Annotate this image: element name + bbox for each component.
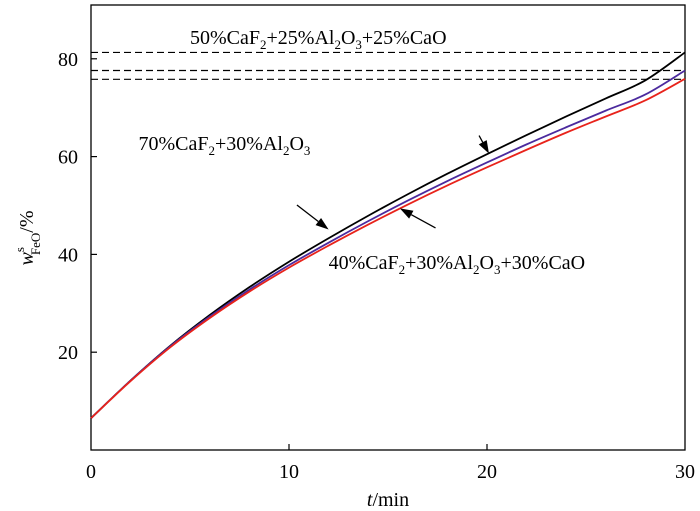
y-axis-var: w xyxy=(16,252,38,266)
x-tick-label: 30 xyxy=(675,461,695,483)
annotation-arrow-1 xyxy=(478,135,484,143)
y-axis-sup: s xyxy=(12,247,27,252)
annotation-label-1: 50%CaF2+25%Al2O3+25%CaO xyxy=(190,27,447,52)
annotation-arrowhead-1 xyxy=(478,140,489,154)
x-tick-label: 20 xyxy=(477,461,497,483)
x-axis-title: t/min xyxy=(367,489,409,511)
annotation-arrow-3 xyxy=(410,214,436,229)
annotation-arrow-2 xyxy=(296,204,319,223)
reference-lines xyxy=(91,51,685,80)
x-axis-unit: /min xyxy=(372,489,409,511)
y-axis-unit: /% xyxy=(16,210,38,232)
ticks: 0 10 20 30 20 40 60 80 xyxy=(58,49,695,483)
y-tick-label: 20 xyxy=(58,342,78,364)
series-line-1 xyxy=(90,51,686,419)
x-axis-var: t xyxy=(367,489,373,511)
annotation-label-3: 40%CaF2+30%Al2O3+30%CaO xyxy=(329,252,586,277)
annotation-arrowhead-3 xyxy=(399,208,414,219)
x-tick-label: 10 xyxy=(279,461,299,483)
annotation-label-2: 70%CaF2+30%Al2O3 xyxy=(139,133,311,158)
y-tick-label: 40 xyxy=(58,244,78,266)
x-tick-label: 0 xyxy=(86,461,96,483)
annotation-arrowhead-2 xyxy=(315,217,329,230)
series-line-3 xyxy=(90,78,686,419)
series-layer xyxy=(90,51,686,419)
series-line-2 xyxy=(90,69,686,419)
plot-area xyxy=(90,4,686,451)
y-axis-sub: FeO xyxy=(28,233,43,255)
y-tick-label: 80 xyxy=(58,49,78,71)
y-axis-title-text: wsFeO/% xyxy=(12,210,43,265)
y-tick-label: 60 xyxy=(58,147,78,169)
y-axis-title: wsFeO/% xyxy=(12,210,43,265)
annotations: 50%CaF2+25%Al2O3+25%CaO 70%CaF2+30%Al2O3 4… xyxy=(139,27,586,277)
